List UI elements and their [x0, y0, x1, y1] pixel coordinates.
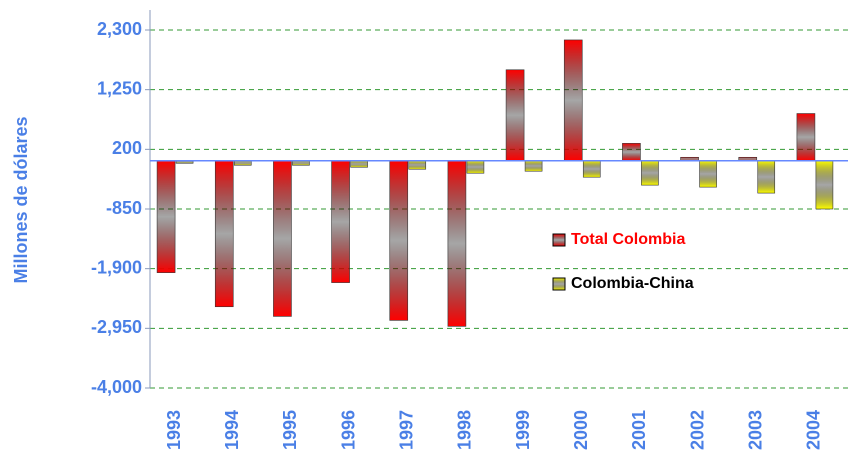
y-tick-label: 1,250 [97, 78, 142, 98]
y-tick-label: 2,300 [97, 19, 142, 39]
bar [156, 160, 176, 273]
legend-swatch [552, 277, 566, 291]
y-tick-label: -1,900 [91, 257, 142, 277]
x-tick-label: 2003 [746, 410, 766, 450]
bar [505, 69, 525, 161]
x-tick-label: 1997 [397, 410, 417, 450]
bar [622, 143, 641, 161]
bar [331, 160, 350, 283]
legend-label: Colombia-China [571, 275, 694, 292]
bar [757, 160, 776, 194]
y-tick-label: -4,000 [91, 377, 142, 397]
x-tick-label: 2004 [804, 410, 824, 450]
y-tick-label: -850 [106, 198, 142, 218]
y-axis-label: Millones de dólares [11, 116, 31, 283]
bar [524, 160, 543, 172]
bar [408, 160, 427, 170]
legend-label: Total Colombia [571, 231, 685, 248]
x-tick-label: 2000 [571, 410, 591, 450]
bar [582, 160, 601, 178]
x-tick-label: 1999 [513, 410, 533, 450]
x-tick-label: 1993 [164, 410, 184, 450]
x-tick-label: 1994 [222, 410, 242, 450]
bar [641, 160, 659, 186]
x-tick-label: 1996 [338, 410, 358, 450]
y-tick-label: -2,950 [91, 317, 142, 337]
bar [389, 160, 409, 321]
x-tick-label: 2002 [687, 410, 707, 450]
bar [563, 39, 583, 161]
bar [699, 160, 717, 188]
bar [273, 160, 292, 317]
x-tick-label: 1995 [280, 410, 300, 450]
bar [796, 113, 816, 161]
bar [214, 160, 234, 308]
bar [815, 160, 834, 210]
bar [350, 160, 368, 168]
bar [466, 160, 485, 174]
y-tick-label: 200 [112, 138, 142, 158]
bar [447, 160, 467, 327]
x-tick-label: 2001 [629, 410, 649, 450]
legend-swatch [552, 233, 566, 247]
x-tick-label: 1998 [455, 410, 475, 450]
